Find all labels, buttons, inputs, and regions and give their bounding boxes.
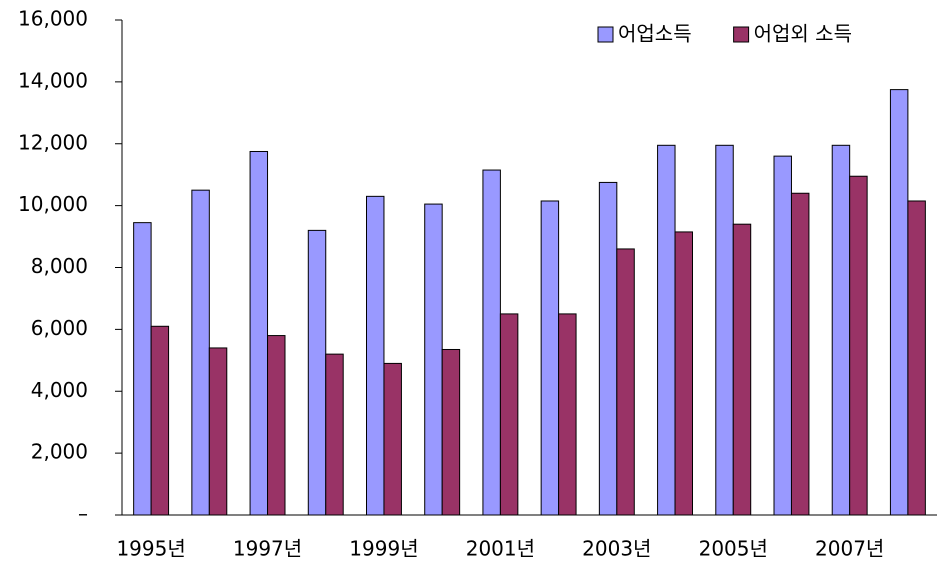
y-tick-label: 2,000 xyxy=(31,440,88,464)
bar xyxy=(151,326,168,515)
y-tick-label: – xyxy=(78,502,88,526)
bar xyxy=(384,363,401,515)
bar xyxy=(308,230,325,515)
bar xyxy=(326,354,343,515)
y-tick-label: 6,000 xyxy=(31,316,88,340)
bar xyxy=(559,314,576,515)
bar xyxy=(774,156,791,515)
x-tick-label: 1999년 xyxy=(349,537,418,561)
bar xyxy=(209,348,226,515)
bar xyxy=(425,204,442,515)
bar xyxy=(268,336,285,515)
page: – 2,000 4,000 6,000 8,000 10,000 12,000 14,000 1… xyxy=(0,0,937,565)
bar xyxy=(716,145,733,515)
bar xyxy=(675,232,692,515)
bar xyxy=(541,201,558,515)
bar xyxy=(192,190,209,515)
x-tick-label: 2001년 xyxy=(466,537,535,561)
bar xyxy=(250,151,267,515)
legend-label: 어업소득 xyxy=(618,22,692,46)
bar xyxy=(442,349,459,515)
y-tick-label: 4,000 xyxy=(31,378,88,402)
x-tick-label: 1997년 xyxy=(233,537,302,561)
bar xyxy=(483,170,500,515)
bar xyxy=(367,196,384,515)
bar xyxy=(908,201,925,515)
chart: – 2,000 4,000 6,000 8,000 10,000 12,000 14,000 1… xyxy=(0,0,937,565)
x-tick-label: 2007년 xyxy=(815,537,884,561)
y-tick-label: 10,000 xyxy=(18,192,88,216)
y-tick-label: 12,000 xyxy=(18,130,88,154)
x-tick-label: 2003년 xyxy=(582,537,651,561)
x-tick-label: 1995년 xyxy=(116,537,185,561)
bar xyxy=(890,90,907,515)
y-tick-label: 8,000 xyxy=(31,254,88,278)
x-tick-label: 2005년 xyxy=(699,537,768,561)
bar xyxy=(500,314,517,515)
bar xyxy=(599,182,616,515)
bar xyxy=(832,145,849,515)
legend-label: 어업외 소득 xyxy=(754,22,852,46)
bar xyxy=(134,223,151,515)
legend-swatch xyxy=(734,27,749,42)
y-tick-label: 14,000 xyxy=(18,68,88,92)
bar xyxy=(658,145,675,515)
legend-swatch xyxy=(598,27,613,42)
y-tick-label: 16,000 xyxy=(18,7,88,31)
bar xyxy=(850,176,867,515)
bar xyxy=(791,193,808,515)
bar xyxy=(733,224,750,515)
bar xyxy=(617,249,634,515)
